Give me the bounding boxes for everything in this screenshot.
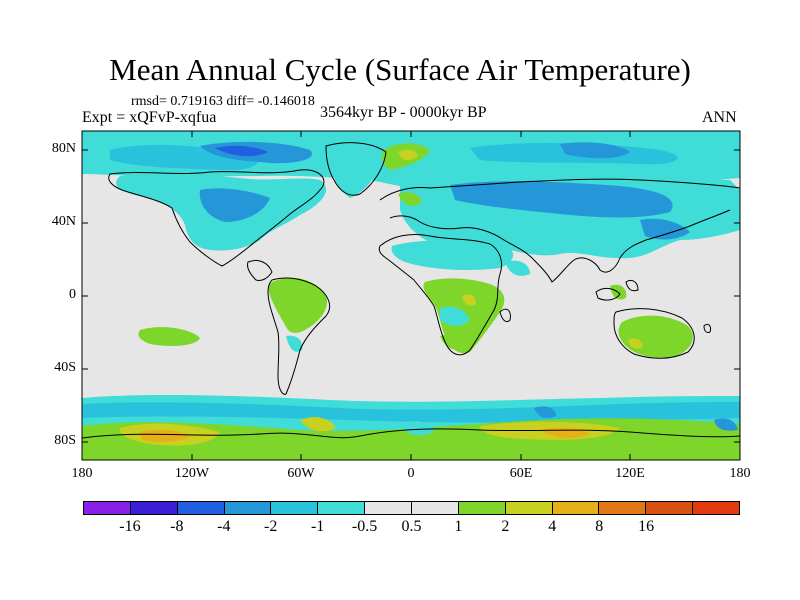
legend-swatch [412,502,459,514]
x-tick-label: 120W [174,466,210,481]
x-tick-label: 60W [287,466,315,481]
antarctica-blue-patch [714,418,738,431]
x-ticks [191,131,631,460]
y-tick-label: 40S [54,360,76,375]
stats-text: rmsd= 0.719163 diff= -0.146018 [131,94,315,109]
legend-label: 0.5 [401,518,422,535]
antarctica-yellow [300,417,336,432]
legend-swatch [599,502,647,514]
legend-swatch [177,502,225,514]
legend-swatch [271,502,319,514]
legend-label: -4 [217,518,231,535]
antarctica-orange [140,429,190,443]
southern-ocean-blue-band [82,402,740,423]
arctic-darkblue-patch [215,145,268,157]
antarctica-blue-patch [534,406,556,418]
eurasia-blue [450,181,673,218]
legend-label: 16 [638,518,655,535]
x-tick-label: 0 [407,466,415,481]
legend-label: -8 [170,518,184,535]
legend-label: 4 [548,518,557,535]
north-america-blue [199,188,270,222]
legend-swatch [224,502,272,514]
experiment-label: Expt = xQFvP-xqfua [82,109,217,126]
y-tick-label: 80S [54,433,76,448]
y-ticks [82,149,740,443]
legend-label: 8 [595,518,604,535]
arctic-blue-patch [560,142,630,159]
arabia-cyan-patch [505,260,530,276]
y-tick-label: 80N [51,141,76,156]
greenland-cyan [330,150,380,198]
south-america-green [268,277,328,333]
legend-label: -2 [264,518,278,535]
y-tick-label: 0 [69,287,76,302]
africa-cyan-patch [440,306,470,326]
legend-label: -0.5 [351,518,378,535]
y-tick-label: 40N [51,214,76,229]
pacific-green-patch [138,327,200,346]
legend-label: -1 [310,518,325,535]
map-title: Mean Annual Cycle (Surface Air Temperatu… [109,52,691,87]
season-label: ANN [702,109,737,126]
x-tick-label: 180 [729,466,751,481]
legend-swatch [318,502,366,514]
x-tick-label: 180 [71,466,93,481]
legend-swatch [365,502,413,514]
eurasia-blue [640,218,690,240]
south-america-cyan [286,335,303,352]
legend-swatch [693,502,740,514]
africa-yellow-patch [462,294,476,306]
legend-label: 1 [454,518,463,535]
arctic-yellow-patch [398,149,418,161]
europe-green [398,192,422,206]
north-africa-cyan [391,240,514,270]
x-tick-label: 60E [509,466,533,481]
legend-swatch [458,502,506,514]
color-legend [83,501,740,515]
antarctica-cyan-patch [400,421,434,436]
legend-swatch [130,502,178,514]
legend-swatch [646,502,694,514]
australia-yellow [628,338,643,349]
coastlines [82,142,740,439]
southern-ocean-green [440,334,467,350]
legend-swatch [505,502,553,514]
x-tick-label: 120E [615,466,645,481]
legend-label: -16 [119,518,141,535]
legend-swatch [84,502,131,514]
legend-label: 2 [501,518,510,535]
period-label: 3564kyr BP - 0000kyr BP [320,104,487,121]
legend-swatch [552,502,600,514]
